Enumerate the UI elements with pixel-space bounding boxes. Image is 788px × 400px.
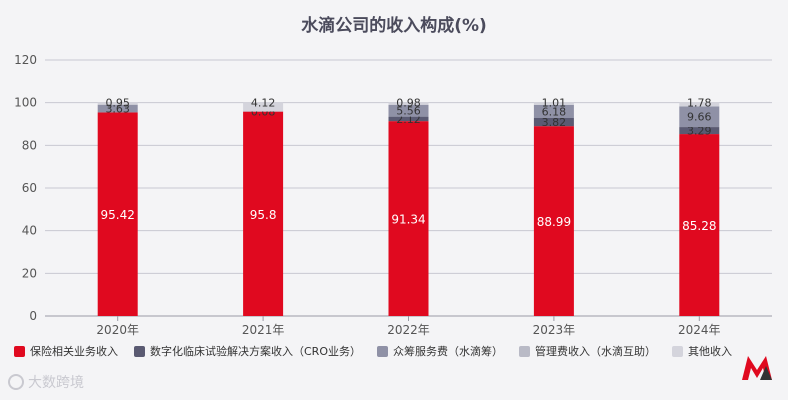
data-label: 85.28 — [682, 219, 716, 233]
watermark-icon — [8, 374, 24, 390]
data-label: 3.29 — [687, 125, 712, 138]
data-label: 3.63 — [105, 103, 130, 116]
bar-stack: 85.28 3.299.661.78 — [679, 97, 720, 316]
data-label: 88.99 — [537, 215, 571, 229]
x-axis: 2020年 2021年 2022年 2023年 2024年 — [96, 316, 721, 337]
legend-item[interactable]: 管理费收入（水滴互助） — [518, 343, 656, 359]
data-label: 0.98 — [396, 97, 421, 110]
data-label: 1.78 — [687, 97, 712, 110]
bar-segment — [533, 104, 574, 119]
y-axis: 0 20 40 60 80 100 120 — [14, 53, 37, 323]
y-tick-label: 80 — [22, 138, 37, 152]
bar-segment — [679, 127, 720, 135]
y-tick-label: 40 — [22, 224, 37, 238]
legend: 保险相关业务收入 数字化临床试验解决方案收入（CRO业务） 众筹服务费（水滴筹） 管理… — [14, 343, 732, 359]
x-tick-label: 2023年 — [533, 323, 576, 337]
legend-label: 其他收入 — [687, 345, 732, 358]
legend-item[interactable]: 其他收入 — [671, 343, 732, 359]
bar-segment — [679, 102, 720, 107]
bars: 95.42 3.630.95 95.80.084.12 91.342.125.560.… — [97, 97, 720, 317]
y-tick-label: 100 — [14, 96, 37, 110]
legend-label: 保险相关业务收入 — [30, 345, 118, 358]
data-label: 4.12 — [251, 97, 276, 110]
legend-swatch — [14, 345, 25, 357]
x-tick-label: 2024年 — [678, 323, 721, 337]
legend-item[interactable]: 保险相关业务收入 — [14, 343, 118, 359]
legend-label: 数字化临床试验解决方案收入（CRO业务） — [150, 345, 361, 358]
bar-segment — [388, 121, 429, 317]
data-label: 0.95 — [105, 97, 130, 110]
bar-segment — [679, 106, 720, 128]
chart-title: 水滴公司的收入构成(%) — [301, 15, 487, 36]
bar-stack: 95.80.084.12 — [243, 97, 284, 316]
data-label: 6.18 — [542, 105, 567, 118]
bar-segment — [533, 118, 574, 127]
watermark: 大数跨境 — [8, 372, 84, 392]
data-label: 9.66 — [687, 111, 712, 124]
legend-item[interactable]: 数字化临床试验解决方案收入（CRO业务） — [134, 343, 361, 359]
bar-segment — [388, 102, 429, 105]
y-tick-label: 120 — [14, 53, 37, 67]
bar-segment — [388, 116, 429, 122]
bar-stack: 91.342.125.560.98 — [388, 97, 429, 317]
legend-swatch — [376, 345, 388, 357]
data-label: 5.56 — [396, 105, 421, 118]
bar-segment — [533, 102, 574, 105]
legend-label: 众筹服务费（水滴筹） — [392, 345, 503, 358]
y-tick-label: 0 — [29, 309, 37, 323]
bar-segment — [243, 111, 284, 316]
legend-swatch — [134, 345, 145, 357]
bar-segment — [533, 126, 574, 316]
x-tick-label: 2021年 — [242, 323, 285, 337]
bar-segment — [679, 134, 720, 316]
data-label: 1.01 — [542, 97, 567, 110]
bar-stack: 95.42 3.630.95 — [97, 97, 138, 316]
x-tick-label: 2022年 — [387, 323, 430, 337]
legend-label: 管理费收入（水滴互助） — [534, 345, 656, 358]
x-tick-label: 2020年 — [96, 323, 139, 337]
legend-item[interactable]: 众筹服务费（水滴筹） — [376, 343, 503, 359]
data-label: 95.8 — [250, 208, 277, 222]
legend-swatch — [671, 345, 683, 357]
brand-logo-icon — [742, 356, 772, 380]
data-label: 3.82 — [542, 116, 567, 129]
bar-segment — [97, 104, 138, 113]
bar-segment — [97, 112, 138, 316]
data-label: 95.42 — [101, 208, 135, 222]
data-label: 91.34 — [391, 213, 425, 227]
bar-segment — [388, 104, 429, 117]
legend-swatch — [518, 345, 530, 357]
watermark-text: 大数跨境 — [28, 375, 84, 391]
bar-stack: 88.99 3.826.181.01 — [533, 97, 574, 316]
bar-segment — [97, 102, 138, 105]
y-tick-label: 60 — [22, 181, 37, 195]
y-tick-label: 20 — [22, 266, 37, 280]
bar-segment — [243, 102, 284, 112]
